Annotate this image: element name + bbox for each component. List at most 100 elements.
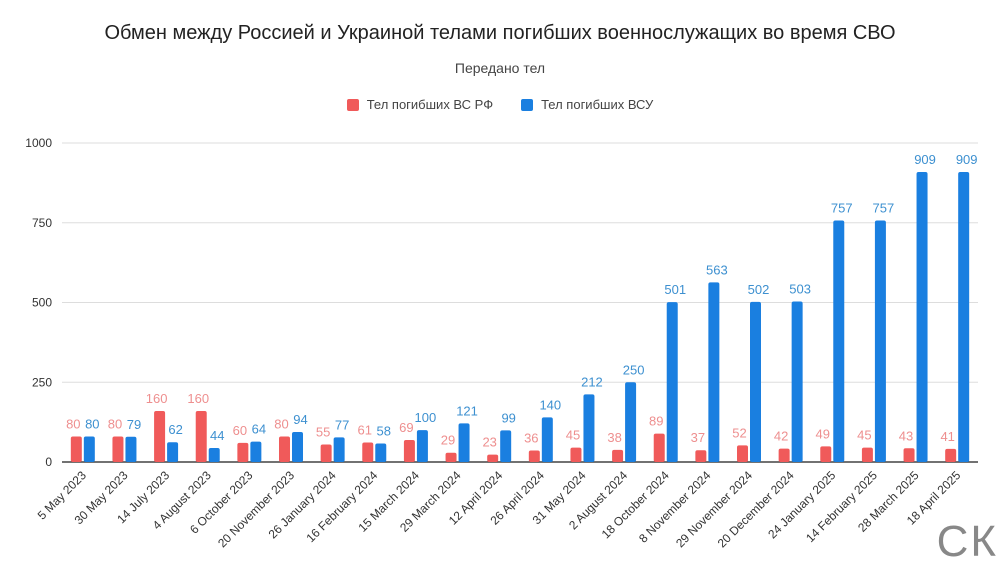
data-label: 69 (399, 420, 413, 435)
data-label: 29 (441, 433, 455, 448)
bar-rf (528, 450, 540, 462)
bar-vsu (541, 417, 553, 462)
bar-rf (945, 448, 957, 462)
bar-rf (861, 447, 873, 462)
y-tick-label: 250 (32, 375, 52, 389)
data-label: 36 (524, 431, 538, 446)
y-tick-label: 0 (45, 455, 52, 469)
bar-vsu (416, 430, 428, 462)
y-tick-label: 500 (32, 296, 52, 310)
bar-rf (237, 442, 249, 462)
data-label: 501 (664, 282, 686, 297)
data-label: 23 (482, 435, 496, 450)
data-label: 89 (649, 414, 663, 429)
bar-vsu (833, 220, 845, 462)
bar-rf (154, 410, 166, 462)
data-label: 61 (358, 423, 372, 438)
data-label: 41 (940, 429, 954, 444)
bar-vsu (292, 432, 303, 462)
data-label: 160 (187, 391, 209, 406)
y-tick-label: 750 (32, 216, 52, 230)
bar-rf (820, 446, 832, 462)
bar-vsu (375, 443, 387, 462)
legend-label-rf: Тел погибших ВС РФ (366, 97, 494, 112)
data-label: 44 (210, 428, 224, 443)
data-label: 80 (274, 416, 288, 431)
bar-vsu (458, 423, 470, 462)
bar-rf (112, 436, 124, 462)
x-tick-label: 29 November 2024 (673, 468, 755, 550)
logo: СК (936, 517, 998, 566)
bar-rf (320, 444, 332, 462)
bar-rf (570, 447, 582, 462)
bar-rf (445, 452, 457, 462)
bar-vsu (958, 172, 970, 463)
data-label: 79 (127, 417, 141, 432)
bar-vsu (666, 302, 678, 462)
bar-vsu (167, 442, 179, 462)
x-tick-label: 16 February 2024 (304, 468, 381, 545)
bar-rf (612, 449, 624, 462)
y-tick-label: 1000 (25, 136, 52, 150)
data-label: 502 (748, 282, 770, 297)
legend-swatch-vsu (521, 98, 534, 111)
bar-vsu (208, 447, 220, 462)
data-label: 42 (774, 429, 788, 444)
x-tick-label: 14 February 2025 (803, 468, 880, 545)
data-label: 62 (168, 422, 182, 437)
bar-rf (362, 442, 374, 462)
data-label: 563 (706, 262, 728, 277)
data-label: 45 (566, 428, 580, 443)
data-label: 250 (623, 362, 645, 377)
chart-title: Обмен между Россией и Украиной телами по… (104, 22, 896, 44)
data-label: 64 (252, 422, 266, 437)
data-label: 94 (293, 412, 307, 427)
data-label: 757 (831, 201, 853, 216)
data-label: 909 (914, 152, 936, 167)
data-label: 80 (85, 416, 99, 431)
data-label: 909 (956, 152, 978, 167)
data-label: 77 (335, 417, 349, 432)
x-tick-label: 20 December 2024 (715, 468, 797, 550)
bar-rf (195, 410, 207, 462)
bar-rf (403, 439, 415, 462)
data-label: 80 (66, 416, 80, 431)
bar-rf (778, 448, 790, 462)
bar-rf (737, 445, 748, 462)
data-label: 121 (456, 403, 478, 418)
bar-rf (279, 436, 290, 462)
data-label: 99 (501, 410, 515, 425)
data-label: 45 (857, 428, 871, 443)
bar-vsu (83, 436, 95, 462)
data-label: 503 (789, 282, 811, 297)
legend-swatch-rf (346, 98, 359, 111)
data-label: 43 (899, 428, 913, 443)
legend-label-vsu: Тел погибших ВСУ (541, 97, 654, 112)
bar-vsu (791, 301, 803, 462)
data-label: 38 (607, 430, 621, 445)
legend-item-vsu: Тел погибших ВСУ (521, 97, 653, 112)
bar-vsu (250, 441, 262, 462)
data-label: 212 (581, 374, 603, 389)
data-label: 80 (108, 416, 122, 431)
bar-rf (903, 448, 915, 462)
data-label: 37 (691, 430, 705, 445)
bar-vsu (708, 282, 720, 462)
bar-rf (695, 450, 707, 462)
bar-rf (487, 454, 499, 462)
bar-vsu (333, 437, 345, 462)
bar-rf (70, 436, 82, 462)
data-label: 60 (233, 423, 247, 438)
data-label: 757 (873, 201, 895, 216)
data-label: 52 (732, 425, 746, 440)
data-label: 49 (816, 426, 830, 441)
legend-item-rf: Тел погибших ВС РФ (346, 97, 494, 112)
bar-rf (653, 433, 665, 462)
bar-vsu (750, 301, 761, 462)
bar-vsu (583, 394, 595, 462)
bar-vsu (916, 172, 928, 463)
bar-vsu (874, 220, 886, 462)
data-label: 55 (316, 424, 330, 439)
legend: Тел погибших ВС РФ Тел погибших ВСУ (0, 97, 1000, 112)
